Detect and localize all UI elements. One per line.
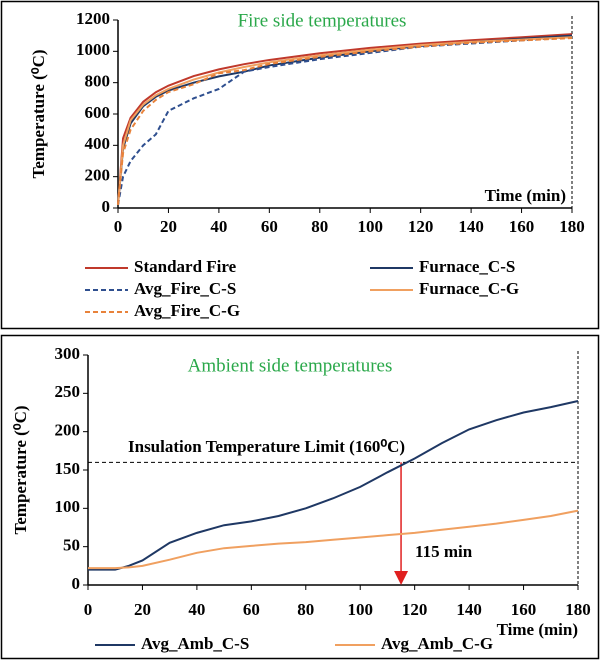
y-tick-label: 0 bbox=[72, 574, 81, 593]
y-tick-label: 150 bbox=[55, 459, 81, 478]
x-tick-label: 80 bbox=[311, 217, 328, 236]
series-line bbox=[117, 34, 573, 205]
y-axis-label: Temperature (⁰C) bbox=[11, 405, 30, 534]
x-tick-label: 160 bbox=[511, 600, 537, 619]
series-line bbox=[88, 400, 579, 571]
x-axis-label: Time (min) bbox=[497, 620, 578, 639]
arrow-head bbox=[394, 571, 409, 585]
x-tick-label: 40 bbox=[188, 600, 205, 619]
panel-frame bbox=[0, 0, 600, 330]
y-tick-label: 1000 bbox=[76, 40, 110, 59]
x-tick-label: 100 bbox=[347, 600, 373, 619]
x-tick-label: 160 bbox=[509, 217, 535, 236]
legend-label: Avg_Amb_C-S bbox=[141, 634, 249, 653]
x-tick-label: 180 bbox=[559, 217, 585, 236]
x-tick-label: 80 bbox=[297, 600, 314, 619]
y-tick-label: 0 bbox=[102, 197, 111, 216]
x-tick-label: 120 bbox=[402, 600, 428, 619]
series-line bbox=[117, 33, 573, 205]
y-tick-label: 100 bbox=[55, 497, 81, 516]
x-tick-label: 20 bbox=[134, 600, 151, 619]
x-tick-label: 100 bbox=[357, 217, 383, 236]
series-line bbox=[88, 509, 579, 570]
series-line bbox=[117, 36, 573, 206]
legend-label: Avg_Fire_C-S bbox=[134, 279, 236, 298]
series-line bbox=[117, 36, 573, 205]
x-tick-label: 20 bbox=[160, 217, 177, 236]
series-line bbox=[117, 37, 573, 205]
y-tick-label: 250 bbox=[55, 382, 81, 401]
x-tick-label: 40 bbox=[210, 217, 227, 236]
x-tick-label: 140 bbox=[458, 217, 484, 236]
y-tick-label: 200 bbox=[55, 421, 81, 440]
x-tick-label: 0 bbox=[84, 600, 93, 619]
x-tick-label: 60 bbox=[261, 217, 278, 236]
x-axis-label: Time (min) bbox=[485, 186, 566, 205]
y-tick-label: 1200 bbox=[76, 9, 110, 28]
limit-label: Insulation Temperature Limit (160⁰C) bbox=[128, 437, 405, 456]
y-tick-label: 300 bbox=[55, 344, 81, 363]
x-tick-label: 140 bbox=[456, 600, 482, 619]
legend-label: Standard Fire bbox=[134, 257, 237, 276]
chart-title: Fire side temperatures bbox=[238, 10, 407, 31]
legend-label: Furnace_C-S bbox=[419, 257, 515, 276]
x-tick-label: 0 bbox=[114, 217, 123, 236]
legend-label: Avg_Amb_C-G bbox=[381, 634, 493, 653]
y-tick-label: 200 bbox=[85, 166, 111, 185]
panel-frame bbox=[0, 334, 600, 660]
y-tick-label: 600 bbox=[85, 103, 111, 122]
chart-title: Ambient side temperatures bbox=[188, 355, 393, 376]
y-tick-label: 50 bbox=[63, 536, 80, 555]
x-tick-label: 60 bbox=[243, 600, 260, 619]
y-tick-label: 400 bbox=[85, 134, 111, 153]
y-tick-label: 800 bbox=[85, 72, 111, 91]
legend-label: Furnace_C-G bbox=[419, 279, 519, 298]
legend-label: Avg_Fire_C-G bbox=[134, 301, 240, 320]
x-tick-label: 180 bbox=[565, 600, 591, 619]
y-axis-label: Temperature (⁰C) bbox=[29, 49, 48, 178]
crossing-label: 115 min bbox=[415, 542, 473, 561]
x-tick-label: 120 bbox=[408, 217, 434, 236]
